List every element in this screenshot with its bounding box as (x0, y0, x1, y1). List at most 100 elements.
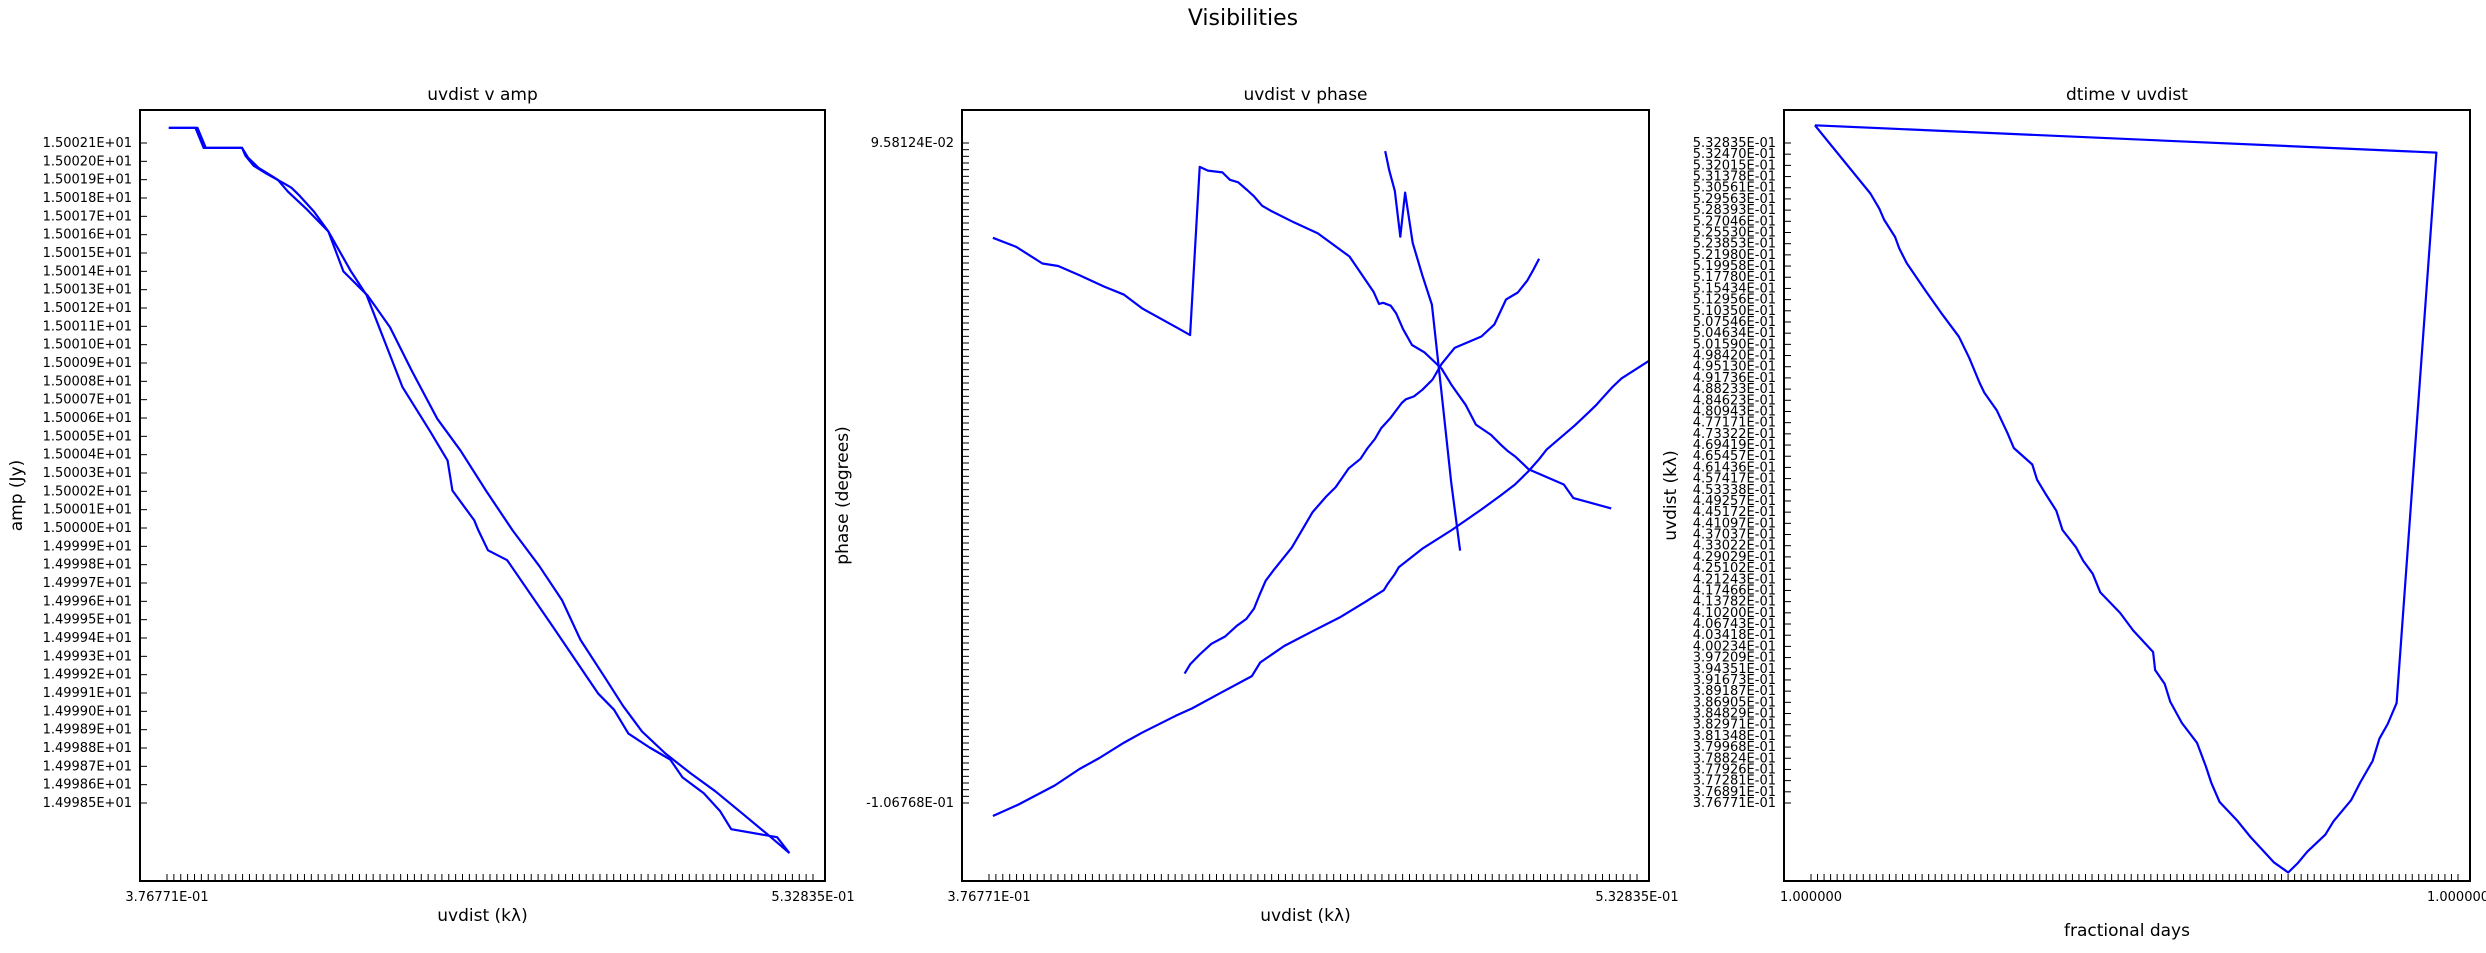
y-tick-label: 1.49991E+01 (43, 686, 132, 701)
y-tick-label: 1.49990E+01 (43, 704, 132, 719)
y-tick-label: 1.50003E+01 (43, 466, 132, 481)
y-tick-label: 5.29563E-01 (1693, 192, 1776, 207)
y-tick-label: 1.49999E+01 (43, 539, 132, 554)
axes-frame (139, 109, 826, 882)
y-tick-label: 5.27046E-01 (1693, 214, 1776, 229)
y-tick-label: 1.49994E+01 (43, 631, 132, 646)
y-tick-label: 5.12956E-01 (1693, 293, 1776, 308)
y-tick-label: 3.86905E-01 (1693, 695, 1776, 710)
y-tick-label: 4.45172E-01 (1693, 505, 1776, 520)
y-tick-label: 1.50011E+01 (43, 319, 132, 334)
x-axis-label: uvdist (kλ) (1260, 906, 1350, 926)
chart-title: dtime v uvdist (2066, 85, 2188, 105)
y-tick-label: 4.57417E-01 (1693, 472, 1776, 487)
y-tick-label: 1.50006E+01 (43, 411, 132, 426)
y-tick-label: 4.29029E-01 (1693, 550, 1776, 565)
y-tick-label: 4.33022E-01 (1693, 539, 1776, 554)
y-tick-label: 4.88233E-01 (1693, 382, 1776, 397)
x-tick-label-last: 5.32835E-01 (1595, 890, 1678, 905)
y-tick-label: -1.06768E-01 (866, 796, 954, 811)
y-axis-label: phase (degrees) (833, 426, 853, 564)
chart-panel-2: uvdist v phase 9.58124E-02 -1.06768E-01 3.7… (833, 85, 1679, 926)
axes-frame (961, 109, 1650, 882)
y-tick-label: 4.49257E-01 (1693, 494, 1776, 509)
x-axis-label: uvdist (kλ) (437, 906, 527, 926)
y-tick-label: 1.49993E+01 (43, 649, 132, 664)
series-line-2 (168, 126, 791, 854)
chart-panel-1: uvdist v amp 1.50021E+01 1.50020E+01 1.5001… (7, 85, 855, 926)
y-tick-label: 9.58124E-02 (871, 136, 954, 151)
series-line-4 (1384, 150, 1462, 551)
y-tick-label: 3.91673E-01 (1693, 673, 1776, 688)
series-line-1 (992, 359, 1650, 818)
y-tick-label: 1.49985E+01 (43, 796, 132, 811)
y-tick-label: 1.50009E+01 (43, 356, 132, 371)
y-tick-label: 3.89187E-01 (1693, 684, 1776, 699)
y-tick-label: 1.49997E+01 (43, 576, 132, 591)
y-tick-label: 4.00234E-01 (1693, 639, 1776, 654)
y-tick-label: 4.13782E-01 (1693, 595, 1776, 610)
y-tick-label: 1.49989E+01 (43, 723, 132, 738)
x-tick-label-last: 5.32835E-01 (771, 890, 854, 905)
y-tick-label: 1.50004E+01 (43, 448, 132, 463)
y-tick-label: 5.15434E-01 (1693, 281, 1776, 296)
y-tick-label: 4.95130E-01 (1693, 360, 1776, 375)
y-tick-label: 3.82971E-01 (1693, 718, 1776, 733)
x-axis-label: fractional days (2064, 921, 2190, 941)
y-tick-label: 1.50013E+01 (43, 283, 132, 298)
chart-title: uvdist v phase (1243, 85, 1367, 105)
y-tick-label: 4.03418E-01 (1693, 628, 1776, 643)
y-tick-label: 1.50021E+01 (43, 136, 132, 151)
y-tick-label: 3.77926E-01 (1693, 762, 1776, 777)
y-tick-label: 4.65457E-01 (1693, 449, 1776, 464)
axes-frame (1783, 109, 2471, 882)
y-tick-label: 3.77281E-01 (1693, 774, 1776, 789)
y-tick-label: 1.49988E+01 (43, 741, 132, 756)
y-tick-label: 1.50019E+01 (43, 173, 132, 188)
y-tick-label: 5.04634E-01 (1693, 326, 1776, 341)
y-axis-label: amp (Jy) (7, 460, 27, 532)
y-tick-label: 3.94351E-01 (1693, 662, 1776, 677)
y-tick-label: 4.80943E-01 (1693, 404, 1776, 419)
y-tick-label: 3.76891E-01 (1693, 785, 1776, 800)
y-tick-label: 1.50007E+01 (43, 393, 132, 408)
y-tick-label: 4.84623E-01 (1693, 393, 1776, 408)
y-tick-label: 3.78824E-01 (1693, 751, 1776, 766)
y-tick-label: 4.21243E-01 (1693, 572, 1776, 587)
y-tick-label: 4.69419E-01 (1693, 438, 1776, 453)
y-tick-label: 5.32835E-01 (1693, 136, 1776, 151)
y-tick-label: 4.25102E-01 (1693, 561, 1776, 576)
y-tick-label: 1.50001E+01 (43, 503, 132, 518)
y-tick-label: 5.07546E-01 (1693, 315, 1776, 330)
y-tick-label: 1.50000E+01 (43, 521, 132, 536)
y-tick-label: 1.50017E+01 (43, 209, 132, 224)
y-tick-label: 3.79968E-01 (1693, 740, 1776, 755)
y-tick-label: 4.53338E-01 (1693, 483, 1776, 498)
y-tick-label: 4.61436E-01 (1693, 460, 1776, 475)
y-tick-label: 1.49996E+01 (43, 594, 132, 609)
y-tick-label: 4.10200E-01 (1693, 606, 1776, 621)
y-tick-label: 1.50020E+01 (43, 154, 132, 169)
y-tick-label: 1.49998E+01 (43, 558, 132, 573)
y-tick-label: 1.50010E+01 (43, 338, 132, 353)
series-line-1 (168, 126, 791, 854)
x-tick-label-last: 1.000000 (2427, 890, 2486, 905)
y-tick-label: 5.28393E-01 (1693, 203, 1776, 218)
y-tick-label: 4.06743E-01 (1693, 617, 1776, 632)
y-tick-label: 1.50008E+01 (43, 374, 132, 389)
y-tick-label: 1.50016E+01 (43, 228, 132, 243)
y-tick-label: 4.37037E-01 (1693, 528, 1776, 543)
series-line-1 (1814, 124, 2438, 874)
y-tick-label: 5.21980E-01 (1693, 248, 1776, 263)
y-tick-label: 5.10350E-01 (1693, 304, 1776, 319)
chart-panel-3: dtime v uvdist 5.32835E-015.32470E-015.32… (1661, 85, 2486, 941)
y-tick-label: 4.73322E-01 (1693, 427, 1776, 442)
y-tick-label: 1.50015E+01 (43, 246, 132, 261)
y-tick-label: 4.41097E-01 (1693, 516, 1776, 531)
y-tick-label: 1.50002E+01 (43, 484, 132, 499)
y-tick-label: 5.19958E-01 (1693, 259, 1776, 274)
y-tick-label: 5.32015E-01 (1693, 158, 1776, 173)
series-line-2 (992, 165, 1612, 510)
y-tick-label: 3.76771E-01 (1693, 796, 1776, 811)
